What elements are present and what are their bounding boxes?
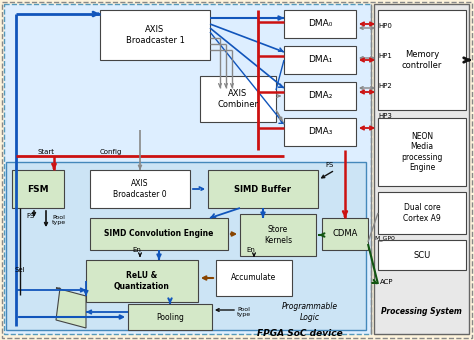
Text: Pool
type: Pool type xyxy=(237,307,251,318)
Text: HP2: HP2 xyxy=(378,83,392,89)
Text: FS: FS xyxy=(26,213,34,219)
Bar xyxy=(378,240,466,270)
Text: ACP: ACP xyxy=(380,279,393,285)
Text: Sel: Sel xyxy=(14,267,25,273)
Bar xyxy=(216,260,292,296)
Bar xyxy=(4,4,371,334)
Bar xyxy=(200,76,276,122)
Bar xyxy=(90,170,190,208)
Bar xyxy=(128,304,212,330)
Text: NEON
Media
processing
Engine: NEON Media processing Engine xyxy=(401,132,443,172)
Text: SIMD Buffer: SIMD Buffer xyxy=(235,185,292,193)
Bar xyxy=(378,118,466,186)
Text: DMA₀: DMA₀ xyxy=(308,19,332,29)
Text: Accumulate: Accumulate xyxy=(231,273,277,283)
Bar xyxy=(284,82,356,110)
Text: SCU: SCU xyxy=(413,251,430,259)
Text: SIMD Convolution Engine: SIMD Convolution Engine xyxy=(104,230,214,238)
Bar xyxy=(284,118,356,146)
Text: DMA₂: DMA₂ xyxy=(308,91,332,101)
Text: En: En xyxy=(132,247,141,253)
Text: AXIS
Broadcaster 1: AXIS Broadcaster 1 xyxy=(126,25,184,45)
Text: HP3: HP3 xyxy=(378,113,392,119)
Text: Pool
type: Pool type xyxy=(52,215,66,225)
Bar xyxy=(12,170,64,208)
Bar xyxy=(284,10,356,38)
Text: ReLU &
Quantization: ReLU & Quantization xyxy=(114,271,170,291)
Text: Store
Kernels: Store Kernels xyxy=(264,225,292,245)
Text: Memory
controller: Memory controller xyxy=(402,50,442,70)
Text: CDMA: CDMA xyxy=(332,230,358,238)
Bar xyxy=(6,162,366,330)
Bar xyxy=(90,218,228,250)
Bar xyxy=(240,214,316,256)
Text: HP1: HP1 xyxy=(378,53,392,59)
Text: DMA₁: DMA₁ xyxy=(308,55,332,65)
Text: AXIS
Broadcaster 0: AXIS Broadcaster 0 xyxy=(113,179,167,199)
Bar xyxy=(100,10,210,60)
Text: Dual core
Cortex A9: Dual core Cortex A9 xyxy=(403,203,441,223)
Text: M_GP0: M_GP0 xyxy=(374,235,395,241)
Text: AXIS
Combiner: AXIS Combiner xyxy=(218,89,258,109)
Text: FPGA SoC device: FPGA SoC device xyxy=(257,328,343,338)
Text: Start: Start xyxy=(38,149,55,155)
Text: Processing System: Processing System xyxy=(381,307,461,317)
Bar xyxy=(284,46,356,74)
Bar xyxy=(378,192,466,234)
Polygon shape xyxy=(56,288,86,328)
Bar xyxy=(208,170,318,208)
Bar xyxy=(378,10,466,110)
Bar xyxy=(322,218,368,250)
Text: Programmable
Logic: Programmable Logic xyxy=(282,302,338,322)
Text: FSM: FSM xyxy=(27,185,49,193)
Text: DMA₃: DMA₃ xyxy=(308,128,332,136)
Text: Config: Config xyxy=(100,149,122,155)
Text: En: En xyxy=(246,247,255,253)
Text: FS: FS xyxy=(325,162,333,168)
Bar xyxy=(374,4,469,334)
Text: HP0: HP0 xyxy=(378,23,392,29)
Text: Pooling: Pooling xyxy=(156,312,184,322)
Bar xyxy=(86,260,198,302)
